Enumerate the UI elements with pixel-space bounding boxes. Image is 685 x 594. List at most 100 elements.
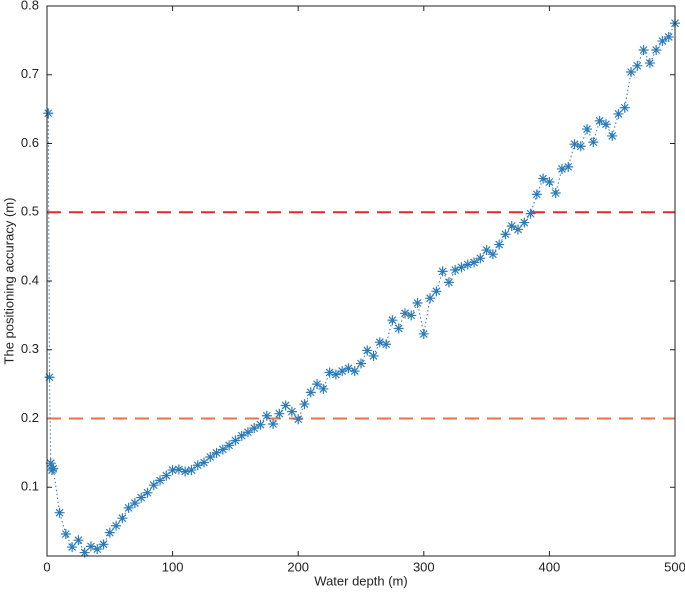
data-point bbox=[173, 464, 184, 475]
data-point bbox=[506, 221, 517, 231]
data-point bbox=[60, 529, 71, 539]
y-tick-label: 0.2 bbox=[21, 410, 39, 425]
data-point bbox=[657, 36, 668, 47]
plot-frame bbox=[46, 5, 676, 557]
data-point bbox=[387, 315, 398, 326]
data-point bbox=[613, 108, 624, 119]
x-tick-label: 400 bbox=[539, 559, 561, 574]
data-point bbox=[180, 466, 191, 477]
data-point bbox=[569, 139, 580, 150]
data-point bbox=[211, 447, 222, 458]
data-point bbox=[519, 217, 530, 228]
y-tick-label: 0.3 bbox=[21, 341, 39, 356]
data-point bbox=[330, 369, 341, 380]
data-point bbox=[43, 108, 54, 119]
y-tick-label: 0.5 bbox=[21, 204, 39, 219]
data-point bbox=[136, 492, 147, 503]
data-point bbox=[644, 58, 655, 69]
data-point bbox=[481, 245, 492, 256]
data-point bbox=[104, 527, 115, 538]
data-point bbox=[293, 414, 304, 425]
data-point bbox=[224, 440, 235, 451]
data-point bbox=[318, 383, 329, 394]
data-point bbox=[255, 419, 266, 430]
data-point bbox=[230, 435, 241, 446]
data-point bbox=[418, 328, 429, 339]
data-point bbox=[286, 406, 297, 417]
data-point bbox=[374, 337, 385, 348]
data-point bbox=[199, 457, 209, 468]
data-point bbox=[117, 513, 128, 524]
data-point bbox=[167, 465, 178, 476]
data-point bbox=[236, 430, 247, 441]
data-point bbox=[142, 487, 153, 498]
data-point bbox=[44, 372, 55, 383]
data-point bbox=[343, 363, 354, 374]
x-tick-label: 100 bbox=[162, 559, 184, 574]
data-point bbox=[155, 475, 166, 486]
data-point bbox=[487, 249, 498, 260]
data-point bbox=[594, 115, 605, 126]
data-point bbox=[406, 310, 417, 321]
data-point bbox=[475, 253, 486, 264]
data-point bbox=[123, 502, 134, 513]
x-axis-label: Water depth (m) bbox=[314, 573, 407, 588]
data-point bbox=[450, 265, 461, 275]
data-point bbox=[186, 465, 197, 476]
data-point bbox=[412, 298, 423, 308]
data-point bbox=[98, 539, 109, 550]
data-point bbox=[324, 367, 335, 378]
data-point bbox=[161, 470, 172, 481]
data-point bbox=[368, 350, 379, 361]
x-tick-label: 0 bbox=[43, 559, 50, 574]
data-point bbox=[48, 463, 59, 474]
x-tick-label: 200 bbox=[287, 559, 309, 574]
data-point bbox=[582, 124, 593, 135]
data-point bbox=[500, 229, 511, 240]
y-tick-label: 0.1 bbox=[21, 479, 39, 494]
data-point bbox=[588, 137, 599, 148]
data-point bbox=[544, 177, 555, 187]
data-point bbox=[525, 208, 536, 219]
data-point bbox=[349, 366, 360, 377]
y-axis-label: The positioning accuracy (m) bbox=[1, 198, 16, 365]
data-point bbox=[362, 345, 373, 356]
data-point bbox=[443, 277, 454, 288]
data-point bbox=[393, 323, 404, 334]
data-point bbox=[305, 387, 316, 398]
data-point bbox=[425, 293, 436, 304]
data-point bbox=[67, 542, 78, 553]
data-point bbox=[45, 458, 56, 469]
data-point bbox=[494, 239, 505, 250]
data-point bbox=[312, 379, 323, 390]
data-point bbox=[337, 366, 348, 377]
data-point bbox=[192, 460, 203, 471]
data-point bbox=[249, 423, 260, 434]
data-point bbox=[242, 427, 253, 438]
y-tick-label: 0.7 bbox=[21, 66, 39, 81]
y-tick-label: 0.6 bbox=[21, 135, 39, 150]
data-point bbox=[600, 119, 611, 130]
data-point bbox=[356, 358, 366, 369]
data-point bbox=[437, 266, 448, 277]
data-point bbox=[626, 67, 637, 77]
data-point bbox=[513, 224, 523, 235]
data-point bbox=[268, 419, 279, 429]
data-point bbox=[651, 45, 662, 55]
data-point bbox=[261, 410, 272, 421]
data-point bbox=[575, 141, 586, 152]
data-point bbox=[431, 286, 442, 297]
data-point bbox=[205, 452, 216, 462]
data-point bbox=[563, 161, 574, 172]
y-tick-label: 0.4 bbox=[21, 272, 39, 287]
data-point bbox=[456, 262, 467, 273]
data-point bbox=[462, 259, 473, 270]
data-point bbox=[280, 400, 291, 411]
x-tick-label: 500 bbox=[664, 559, 685, 574]
data-point bbox=[73, 535, 84, 546]
data-point bbox=[79, 547, 90, 558]
y-tick-label: 0.8 bbox=[21, 0, 39, 12]
data-point bbox=[556, 163, 567, 174]
data-point bbox=[299, 399, 310, 410]
